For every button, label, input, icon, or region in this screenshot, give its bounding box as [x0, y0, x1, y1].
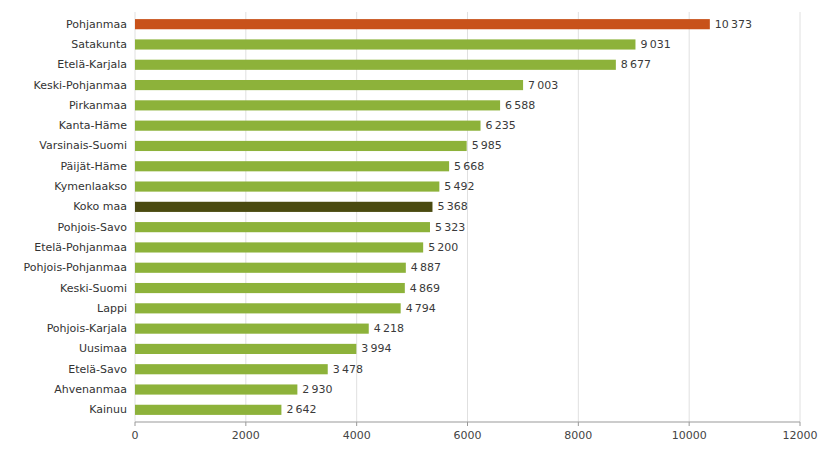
bar [135, 19, 710, 29]
category-label: Keski-Suomi [60, 282, 127, 295]
tick-mark [135, 422, 136, 426]
axis-line [135, 422, 800, 423]
x-axis: 0 2000 4000 6000 8000 10000 12000 [132, 422, 818, 442]
bar [135, 60, 616, 70]
data-label: 4 794 [406, 302, 436, 315]
grid-line [689, 12, 690, 422]
grid-line [245, 12, 246, 422]
bar [135, 100, 500, 110]
category-label: Pohjanmaa [66, 18, 127, 31]
bar [135, 202, 432, 212]
grid-line [135, 12, 136, 422]
data-label: 7 003 [528, 79, 558, 92]
category-label: Etelä-Pohjanmaa [34, 241, 127, 254]
bar [135, 181, 439, 191]
bar [135, 344, 356, 354]
grid-line [467, 12, 468, 422]
category-label: Lappi [97, 302, 127, 315]
data-label: 5 492 [444, 180, 474, 193]
category-label: Pirkanmaa [69, 99, 127, 112]
data-label: 5 200 [428, 241, 458, 254]
category-label: Päijät-Häme [60, 160, 127, 173]
data-label: 4 869 [410, 282, 440, 295]
category-label: Etelä-Karjala [57, 58, 127, 71]
labels: Kainuu 2 642 Ahvenanmaa 2 930 Etelä-Savo 3 47… [24, 18, 752, 417]
category-label: Pohjois-Karjala [47, 322, 127, 335]
grid-line [578, 12, 579, 422]
bar [135, 283, 405, 293]
tick-mark [800, 422, 801, 426]
tick-label: 12000 [783, 429, 818, 442]
bar [135, 324, 369, 334]
tick-label: 6000 [454, 429, 482, 442]
data-label: 5 985 [472, 139, 502, 152]
bar [135, 222, 430, 232]
data-label: 6 235 [486, 119, 516, 132]
bar [135, 141, 467, 151]
tick-mark [578, 422, 579, 426]
data-label: 5 368 [437, 200, 467, 213]
category-label: Satakunta [71, 38, 127, 51]
category-label: Pohjois-Pohjanmaa [24, 261, 127, 274]
tick-label: 2000 [232, 429, 260, 442]
data-label: 4 218 [374, 322, 404, 335]
bar [135, 405, 281, 415]
tick-label: 4000 [343, 429, 371, 442]
category-label: Uusimaa [79, 342, 127, 355]
data-label: 8 677 [621, 58, 651, 71]
data-label: 5 668 [454, 160, 484, 173]
data-label: 4 887 [411, 261, 441, 274]
category-label: Ahvenanmaa [54, 383, 127, 396]
tick-mark [245, 422, 246, 426]
tick-mark [356, 422, 357, 426]
category-label: Kymenlaakso [54, 180, 127, 193]
chart-svg: 0 2000 4000 6000 8000 10000 12000 Kainuu 2 642 Ah… [0, 0, 830, 454]
bar [135, 263, 406, 273]
category-label: Varsinais-Suomi [39, 139, 127, 152]
grid-line [356, 12, 357, 422]
category-label: Kainuu [89, 403, 127, 416]
tick-mark [689, 422, 690, 426]
bar [135, 384, 297, 394]
data-label: 3 994 [361, 342, 391, 355]
data-label: 3 478 [333, 363, 363, 376]
bar [135, 80, 523, 90]
tick-label: 0 [132, 429, 139, 442]
bar [135, 161, 449, 171]
category-label: Etelä-Savo [68, 363, 127, 376]
chart-container: 0 2000 4000 6000 8000 10000 12000 Kainuu 2 642 Ah… [0, 0, 830, 454]
bar [135, 303, 401, 313]
data-label: 2 642 [286, 403, 316, 416]
data-label: 5 323 [435, 221, 465, 234]
category-label: Pohjois-Savo [58, 221, 128, 234]
category-label: Koko maa [73, 200, 127, 213]
category-label: Keski-Pohjanmaa [34, 79, 127, 92]
tick-label: 8000 [564, 429, 592, 442]
bar [135, 242, 423, 252]
data-label: 6 588 [505, 99, 535, 112]
data-label: 2 930 [302, 383, 332, 396]
grid-line [800, 12, 801, 422]
bar [135, 121, 481, 131]
bar [135, 39, 635, 49]
bar [135, 364, 328, 374]
bars [135, 19, 710, 415]
grid [135, 12, 800, 422]
tick-label: 10000 [672, 429, 707, 442]
data-label: 9 031 [640, 38, 670, 51]
category-label: Kanta-Häme [59, 119, 127, 132]
tick-mark [467, 422, 468, 426]
data-label: 10 373 [715, 18, 752, 31]
